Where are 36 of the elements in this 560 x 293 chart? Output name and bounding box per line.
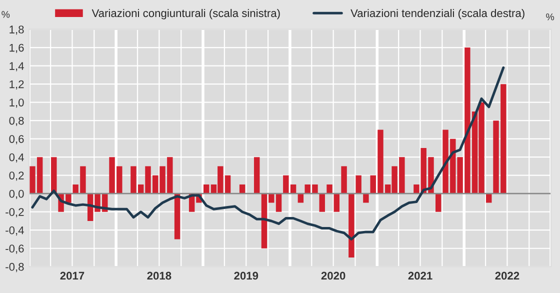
x-tick-label: 2018	[147, 272, 172, 280]
y-tick-label: 1,0	[10, 98, 24, 108]
y-tick-label: -0,2	[6, 208, 24, 218]
x-tick-label: 2019	[234, 272, 258, 280]
bar	[51, 157, 57, 194]
bar	[319, 194, 325, 212]
y-tick-label: 0,8	[9, 116, 24, 126]
text: %	[546, 13, 554, 20]
legend-label: Variazioni congiunturali (scala sinistra)	[92, 8, 280, 20]
y-tick-label: 1,6	[10, 44, 24, 54]
y-tick-label: 1,8	[10, 26, 24, 35]
bar	[436, 194, 442, 212]
y-tick-label: 0,6	[9, 135, 24, 144]
bar	[363, 194, 369, 203]
bar	[334, 194, 340, 212]
y-tick-label: 0,2	[9, 172, 24, 181]
bar	[254, 157, 260, 194]
y-tick-label: 0,4	[9, 153, 24, 163]
legend-label: Variazioni tendenziali (scala destra)	[350, 8, 524, 20]
y-tick-label: 1,4	[10, 62, 24, 72]
bar	[341, 166, 347, 194]
y-tick-label: -0,4	[6, 226, 24, 236]
bar	[348, 194, 354, 258]
y-tick-label: 1,2	[10, 80, 24, 90]
bar	[356, 175, 362, 194]
y-tick-label: -0,6	[6, 244, 24, 254]
x-tick-label: 2020	[321, 272, 346, 280]
line-series	[31, 66, 505, 240]
y-tick-label: 0,0	[9, 190, 24, 200]
x-tick-label: 2017	[60, 272, 84, 280]
y-tick-label: -0,8	[6, 262, 24, 272]
x-tick-label: 2021	[408, 272, 432, 280]
x-tick-label: 2022	[495, 272, 520, 280]
bar	[326, 184, 332, 194]
y-axis-title: %	[2, 11, 10, 18]
bar	[276, 194, 282, 212]
